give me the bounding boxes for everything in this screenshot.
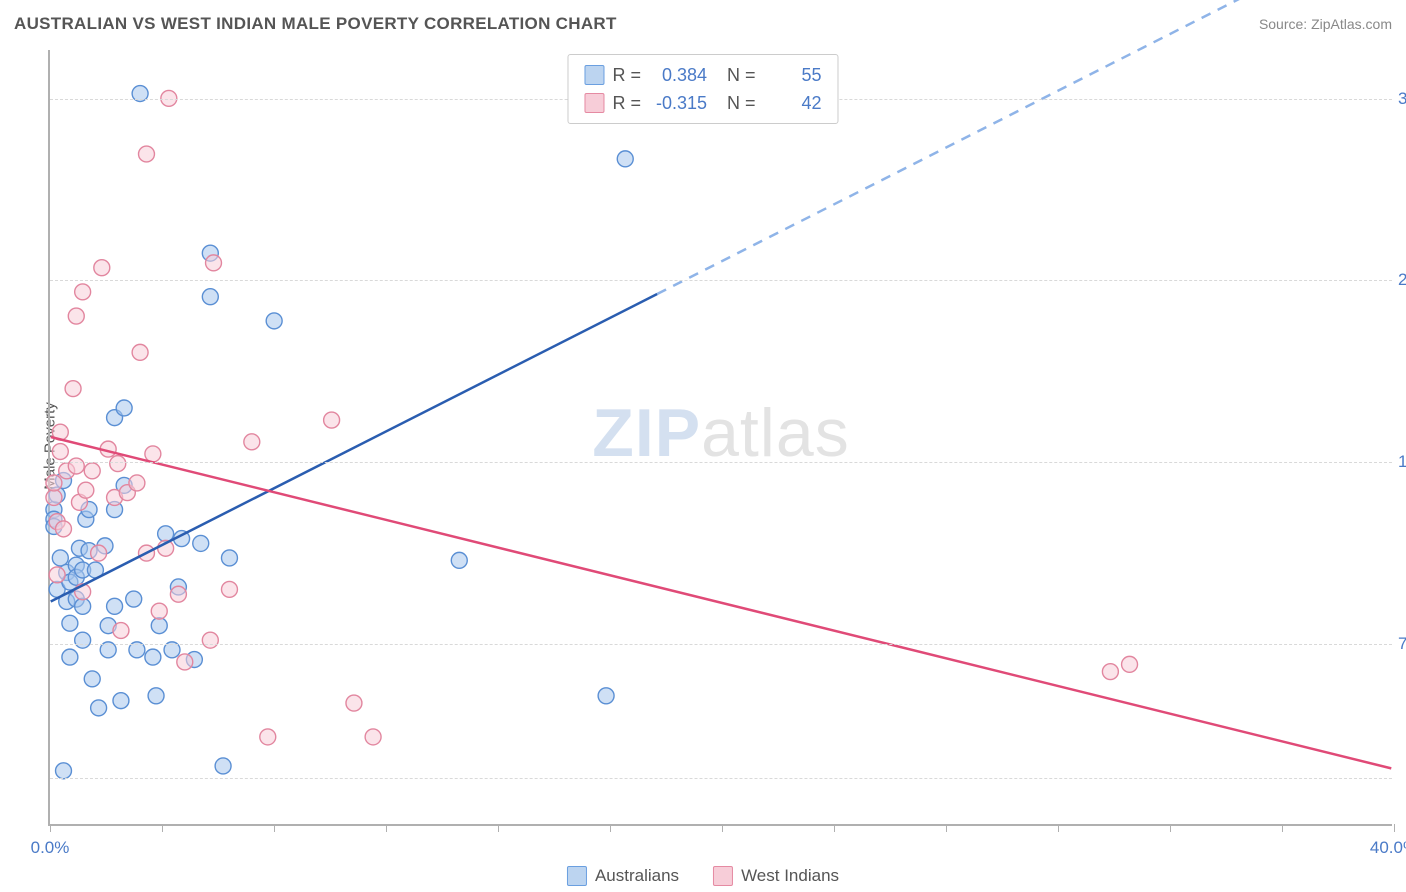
- swatch-icon: [584, 65, 604, 85]
- stats-row-westindians: R = -0.315 N = 42: [584, 89, 821, 117]
- y-tick-label: 22.5%: [1398, 270, 1406, 290]
- legend-item-westindians: West Indians: [713, 866, 839, 886]
- r-label: R =: [612, 93, 641, 114]
- n-value: 55: [764, 65, 822, 86]
- x-tick-label: 0.0%: [31, 838, 70, 858]
- stats-legend: R = 0.384 N = 55 R = -0.315 N = 42: [567, 54, 838, 124]
- n-label: N =: [727, 93, 756, 114]
- legend-label: West Indians: [741, 866, 839, 886]
- y-tick-label: 15.0%: [1398, 452, 1406, 472]
- n-value: 42: [764, 93, 822, 114]
- stats-row-australians: R = 0.384 N = 55: [584, 61, 821, 89]
- x-tick-label: 40.0%: [1370, 838, 1406, 858]
- chart-title: AUSTRALIAN VS WEST INDIAN MALE POVERTY C…: [14, 14, 617, 34]
- scatter-svg: [50, 50, 1392, 824]
- legend-bottom: Australians West Indians: [567, 866, 839, 886]
- y-tick-label: 30.0%: [1398, 89, 1406, 109]
- swatch-icon: [567, 866, 587, 886]
- legend-label: Australians: [595, 866, 679, 886]
- legend-item-australians: Australians: [567, 866, 679, 886]
- plot-area: ZIPatlas 7.5%15.0%22.5%30.0%0.0%40.0%: [48, 50, 1392, 826]
- source-label: Source: ZipAtlas.com: [1259, 16, 1392, 32]
- r-value: 0.384: [649, 65, 707, 86]
- swatch-icon: [713, 866, 733, 886]
- swatch-icon: [584, 93, 604, 113]
- r-value: -0.315: [649, 93, 707, 114]
- n-label: N =: [727, 65, 756, 86]
- y-tick-label: 7.5%: [1398, 634, 1406, 654]
- r-label: R =: [612, 65, 641, 86]
